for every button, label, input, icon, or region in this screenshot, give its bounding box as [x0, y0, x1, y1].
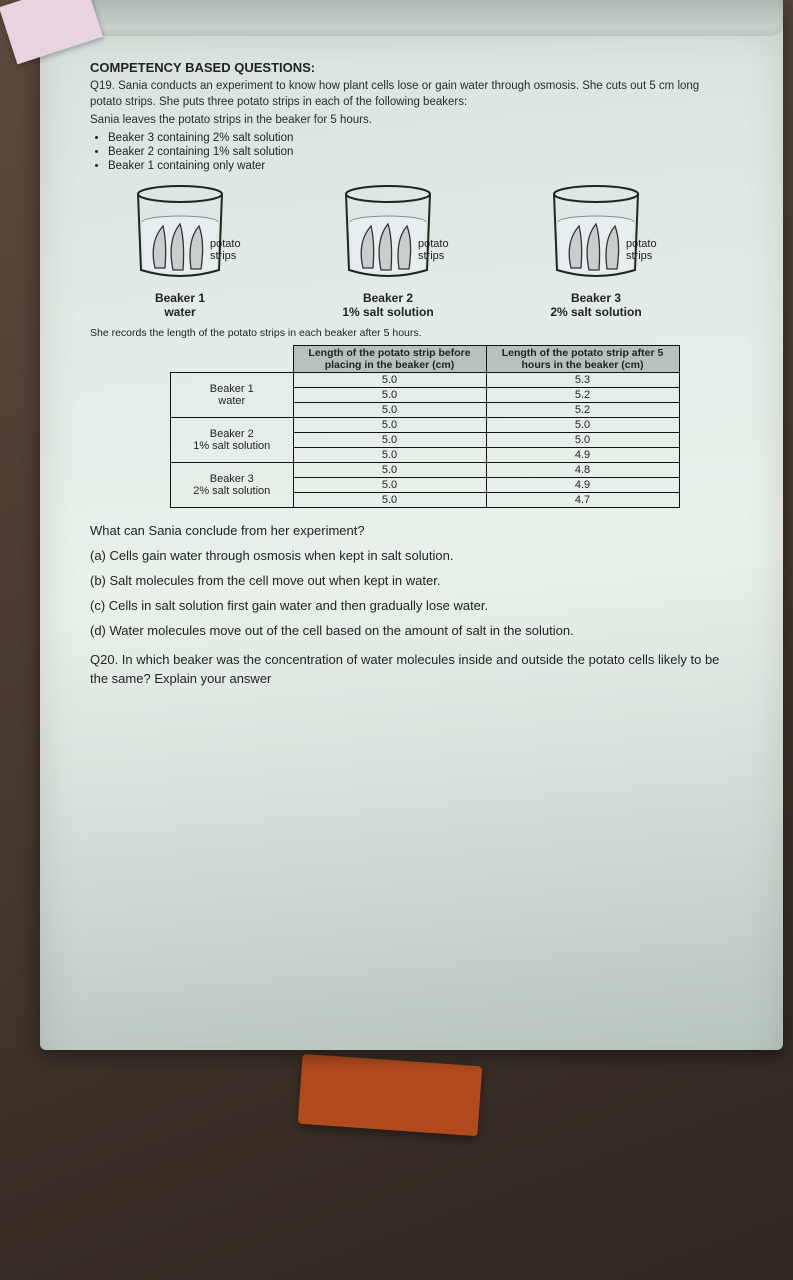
- table-cell: 4.9: [486, 478, 679, 493]
- potato-strips-label: potato strips: [626, 238, 657, 262]
- option-c: (c) Cells in salt solution first gain wa…: [90, 597, 733, 616]
- table-cell: 4.8: [486, 463, 679, 478]
- option-b: (b) Salt molecules from the cell move ou…: [90, 572, 733, 591]
- table-cell: 4.7: [486, 493, 679, 508]
- caption-line2: 2% salt solution: [550, 305, 641, 319]
- orange-object: [298, 1054, 482, 1136]
- table-cell: 5.0: [486, 418, 679, 433]
- q19-question: What can Sania conclude from her experim…: [90, 522, 733, 541]
- beaker-icon: [541, 182, 651, 282]
- beaker-diagram-row: potato strips Beaker 1 water potato stri…: [100, 182, 733, 320]
- section-heading: COMPETENCY BASED QUESTIONS:: [90, 60, 733, 75]
- table-header-before: Length of the potato strip before placin…: [293, 346, 486, 373]
- table-group-label: Beaker 1 water: [171, 373, 294, 418]
- table-cell: 5.0: [293, 418, 486, 433]
- table-cell: 5.0: [486, 433, 679, 448]
- q19-duration-line: Sania leaves the potato strips in the be…: [90, 113, 733, 129]
- beaker-icon: [333, 182, 443, 282]
- option-a: (a) Cells gain water through osmosis whe…: [90, 547, 733, 566]
- q20-question: Q20. In which beaker was the concentrati…: [90, 651, 733, 689]
- table-cell: 5.0: [293, 448, 486, 463]
- table-header-after: Length of the potato strip after 5 hours…: [486, 346, 679, 373]
- table-cell: 5.0: [293, 388, 486, 403]
- worksheet-page: COMPETENCY BASED QUESTIONS: Q19. Sania c…: [40, 0, 783, 1050]
- beaker-caption: Beaker 1 water: [100, 291, 260, 320]
- bullet-item: Beaker 3 containing 2% salt solution: [108, 132, 733, 144]
- beaker-caption: Beaker 3 2% salt solution: [516, 291, 676, 320]
- caption-line1: Beaker 3: [571, 291, 621, 305]
- table-cell: 5.0: [293, 478, 486, 493]
- caption-line2: water: [164, 305, 195, 319]
- table-cell: 5.2: [486, 403, 679, 418]
- beaker-3: potato strips Beaker 3 2% salt solution: [516, 182, 676, 320]
- table-cell: 5.0: [293, 403, 486, 418]
- table-group-label: Beaker 3 2% salt solution: [171, 463, 294, 508]
- potato-strips-label: potato strips: [210, 238, 241, 262]
- caption-line1: Beaker 2: [363, 291, 413, 305]
- bullet-item: Beaker 2 containing 1% salt solution: [108, 146, 733, 158]
- caption-line2: 1% salt solution: [342, 305, 433, 319]
- beaker-caption: Beaker 2 1% salt solution: [308, 291, 468, 320]
- table-cell: 5.0: [293, 463, 486, 478]
- bullet-item: Beaker 1 containing only water: [108, 160, 733, 172]
- table-cell: 5.0: [293, 433, 486, 448]
- table-cell: 5.0: [293, 493, 486, 508]
- option-d: (d) Water molecules move out of the cell…: [90, 622, 733, 641]
- table-cell: 4.9: [486, 448, 679, 463]
- beaker-bullet-list: Beaker 3 containing 2% salt solution Bea…: [108, 132, 733, 172]
- table-cell: 5.2: [486, 388, 679, 403]
- beaker-2: potato strips Beaker 2 1% salt solution: [308, 182, 468, 320]
- q19-intro: Q19. Sania conducts an experiment to kno…: [90, 79, 733, 110]
- potato-strips-label: potato strips: [418, 238, 449, 262]
- page-corner-fold: [0, 0, 103, 64]
- beaker-1: potato strips Beaker 1 water: [100, 182, 260, 320]
- table-cell: 5.0: [293, 373, 486, 388]
- caption-line1: Beaker 1: [155, 291, 205, 305]
- record-line: She records the length of the potato str…: [90, 327, 733, 339]
- table-group-label: Beaker 2 1% salt solution: [171, 418, 294, 463]
- beaker-icon: [125, 182, 235, 282]
- table-cell: 5.3: [486, 373, 679, 388]
- results-table: Length of the potato strip before placin…: [170, 345, 680, 508]
